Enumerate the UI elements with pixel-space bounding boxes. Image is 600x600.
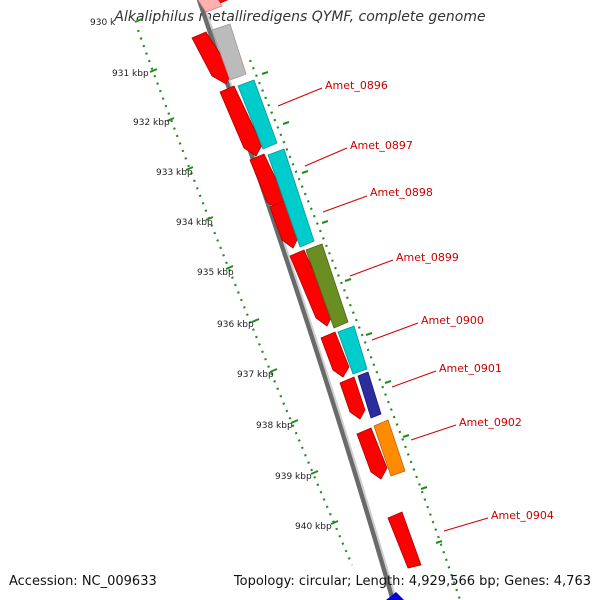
cds-arrow-3 [219, 85, 263, 157]
cds-arrow-10 [387, 511, 422, 569]
cds-arrow-6 [289, 249, 334, 327]
tick-label-938: 938 kbp [256, 421, 293, 431]
cds-arrow-5 [269, 200, 300, 249]
tick-label-932: 932 kbp [133, 118, 170, 128]
leader-lines [277, 87, 489, 532]
tick-label-937: 937 kbp [237, 370, 274, 380]
tick-label-930: 930 k [90, 18, 116, 28]
gene-label-amet-0902: Amet_0902 [459, 416, 522, 429]
gene-label-amet-0897: Amet_0897 [350, 139, 413, 152]
red-cds-track [191, 0, 422, 569]
gene-label-amet-0904: Amet_0904 [491, 509, 554, 522]
cyan-gene-1 [237, 79, 278, 150]
outer-gene-track [197, 0, 406, 600]
cyan-gene-2 [267, 148, 315, 248]
cds-arrow-7 [320, 331, 350, 378]
tick-label-931: 931 kbp [112, 69, 149, 79]
gene-label-amet-0899: Amet_0899 [396, 251, 459, 264]
olive-gene [305, 243, 349, 329]
gene-label-amet-0898: Amet_0898 [370, 186, 433, 199]
tick-label-939: 939 kbp [275, 472, 312, 482]
tick-label-935: 935 kbp [197, 268, 234, 278]
gene-label-amet-0900: Amet_0900 [421, 314, 484, 327]
cds-arrow-9 [356, 427, 388, 480]
orange-gene [373, 419, 406, 477]
outer-ticks [261, 71, 443, 544]
tick-label-933: 933 kbp [156, 168, 193, 178]
pink-gene [197, 0, 223, 13]
cds-arrow-8 [339, 376, 366, 420]
accession-text: Accession: NC_009633 [9, 574, 157, 589]
topology-text: Topology: circular; Length: 4,929,566 bp… [233, 574, 591, 589]
gray-gene [211, 23, 247, 81]
cyan-gene-3 [337, 325, 368, 375]
navy-gene [357, 371, 382, 419]
gene-label-amet-0896: Amet_0896 [325, 79, 388, 92]
gene-label-amet-0901: Amet_0901 [439, 362, 502, 375]
inner-scale-dots [136, 29, 354, 566]
tick-label-936: 936 kbp [217, 320, 254, 330]
major-ticks [134, 18, 339, 525]
tick-label-934: 934 kbp [176, 218, 213, 228]
blue-gene [386, 592, 404, 600]
tick-label-940: 940 kbp [295, 522, 332, 532]
